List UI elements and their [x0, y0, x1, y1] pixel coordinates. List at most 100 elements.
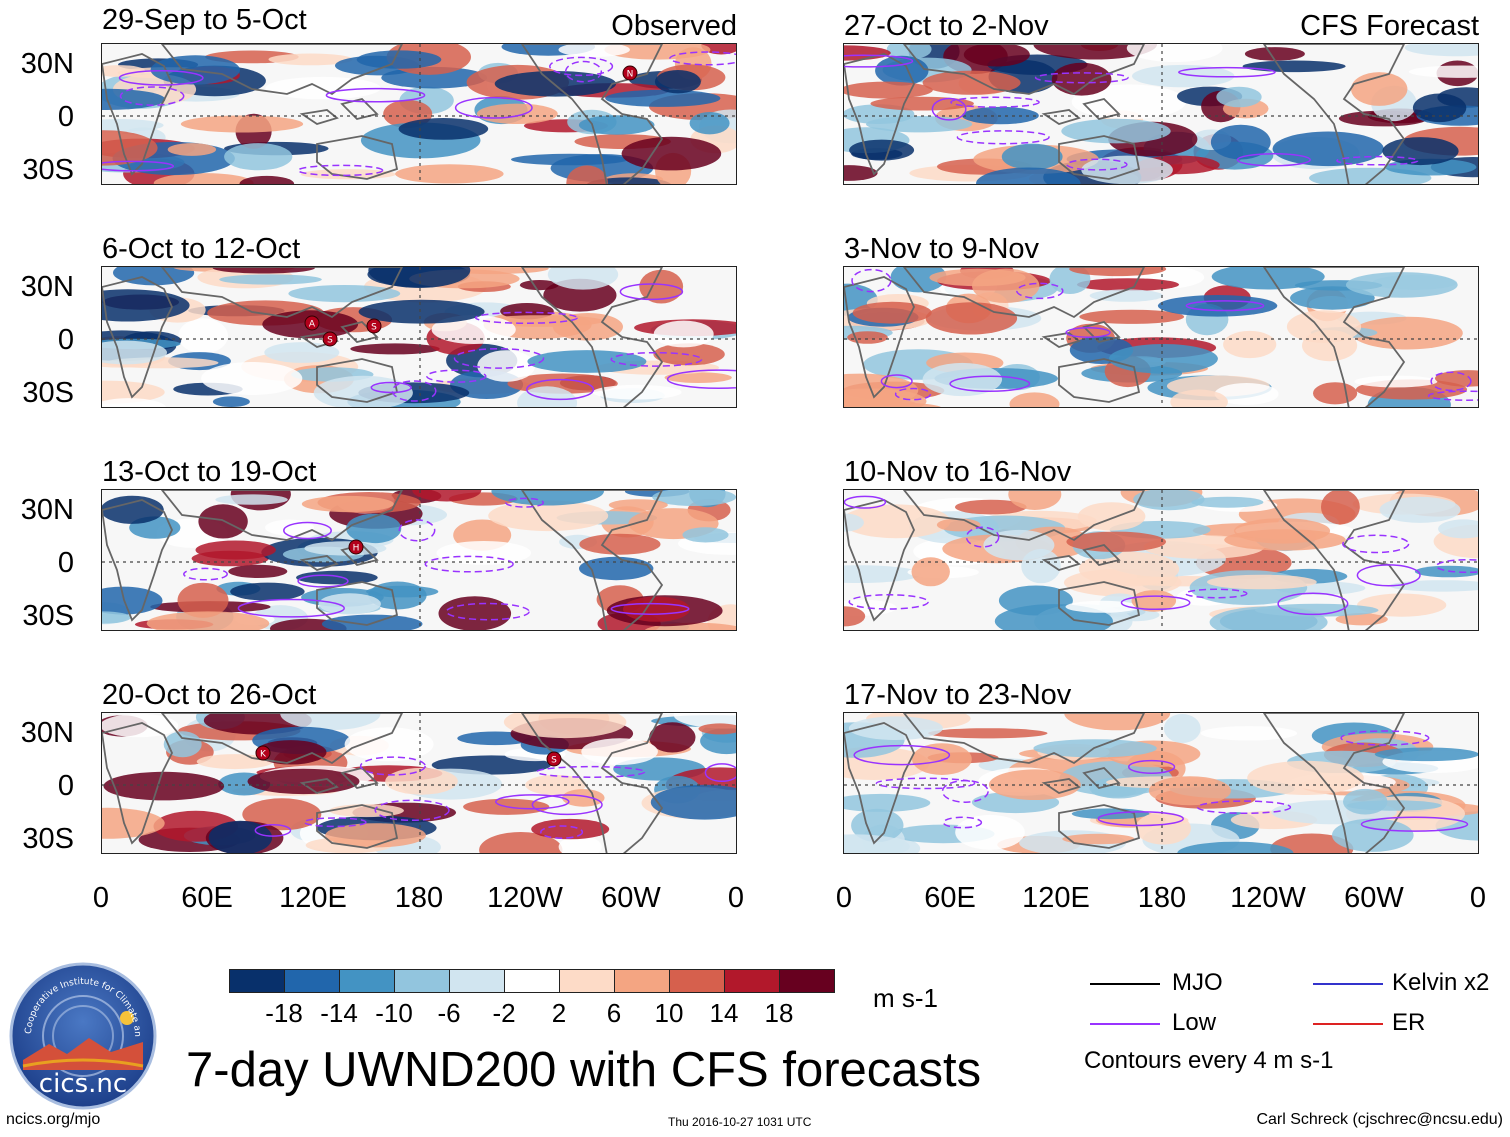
- low-contour: [297, 164, 384, 177]
- wind-anomaly-blob: [925, 302, 1018, 335]
- wind-anomaly-blob: [1049, 267, 1091, 294]
- coastline: [102, 276, 173, 399]
- wind-anomaly-blob: [476, 103, 558, 124]
- low-contour: [540, 825, 584, 839]
- wind-anomaly-blob: [1272, 131, 1384, 167]
- low-contour: [303, 817, 367, 828]
- low-contour: [1016, 282, 1064, 300]
- legend-label-mjo: MJO: [1172, 969, 1223, 996]
- low-contour: [454, 96, 533, 119]
- wind-anomaly-blob: [1351, 316, 1463, 350]
- storm-marker-label: N: [627, 70, 634, 80]
- low-contour: [374, 799, 450, 822]
- low-contour: [536, 765, 646, 778]
- wind-anomaly-blob: [491, 490, 604, 506]
- low-contour: [505, 497, 545, 508]
- low-contour: [1236, 153, 1311, 167]
- low-contour: [949, 375, 1031, 393]
- wind-anomaly-blob: [1321, 490, 1360, 525]
- low-contour: [297, 574, 349, 588]
- map-panel-forecast-4: [843, 712, 1479, 854]
- wind-anomaly-blob: [1354, 375, 1438, 388]
- wind-anomaly-blob: [1071, 84, 1186, 120]
- wind-anomaly-blob: [531, 818, 610, 840]
- wind-anomaly-blob: [1033, 44, 1157, 60]
- wind-anomaly-blob: [1379, 496, 1461, 523]
- map-field: H: [102, 490, 736, 630]
- wind-anomaly-blob: [321, 614, 423, 630]
- wind-anomaly-blob: [911, 557, 950, 587]
- lat-label: 0: [57, 770, 74, 802]
- wind-anomaly-blob: [1200, 726, 1298, 741]
- wind-anomaly-blob: [1009, 392, 1060, 407]
- wind-anomaly-blob: [1216, 86, 1262, 108]
- storm-marker-label: S: [551, 756, 557, 766]
- wind-anomaly-blob: [1177, 841, 1294, 853]
- lon-label: 0: [727, 882, 745, 914]
- colorbar-tick-label: 10: [654, 998, 684, 1028]
- cics-logo: Cooperative Institute for Climate and Sa…: [6, 955, 157, 1110]
- map-panel-forecast-1: [843, 43, 1479, 185]
- coastline: [1041, 767, 1121, 794]
- wind-anomaly-blob: [1290, 286, 1375, 310]
- storm-marker-label: A: [309, 320, 316, 330]
- wind-anomaly-blob: [1247, 760, 1364, 795]
- low-contour: [1185, 300, 1265, 312]
- wind-anomaly-blob: [928, 728, 1048, 739]
- map-panel-forecast-2: [843, 266, 1479, 408]
- wind-anomaly-blob: [578, 115, 655, 135]
- coastline: [902, 490, 1146, 542]
- low-contour: [956, 130, 1050, 145]
- map-field: [844, 267, 1478, 407]
- wind-anomaly-blob: [511, 153, 628, 166]
- wind-anomaly-blob: [1051, 62, 1112, 96]
- wind-anomaly-blob: [325, 823, 426, 848]
- low-contour: [118, 70, 204, 86]
- coastline: [902, 713, 1146, 765]
- wind-anomaly-blob: [649, 722, 696, 753]
- low-contour: [853, 744, 951, 766]
- wind-anomaly-blob: [280, 713, 381, 731]
- low-contour: [1120, 595, 1191, 611]
- low-contour: [1065, 327, 1111, 338]
- colorbar-swatch: [504, 969, 560, 993]
- lon-label: 120E: [1022, 882, 1090, 914]
- low-contour: [669, 51, 736, 66]
- footer-url: ncics.org/mjo: [6, 1111, 101, 1128]
- low-contour: [1178, 66, 1276, 78]
- coastline: [102, 722, 173, 845]
- wind-anomaly-blob: [177, 582, 229, 618]
- legend-line-low: [1090, 1023, 1160, 1025]
- low-contour: [941, 779, 989, 803]
- coastline: [1262, 44, 1406, 184]
- low-contour: [391, 380, 437, 402]
- lat-label: 30N: [20, 717, 74, 749]
- storm-marker: K: [255, 745, 271, 761]
- map-field: [844, 490, 1478, 630]
- wind-anomaly-blob: [1135, 812, 1191, 845]
- lon-label: 120E: [279, 882, 347, 914]
- coastline: [1262, 713, 1406, 853]
- wind-anomaly-blob: [230, 582, 305, 601]
- coastline: [520, 713, 664, 853]
- wind-anomaly-blob: [639, 269, 684, 304]
- wind-anomaly-blob: [1374, 747, 1478, 762]
- coastline: [316, 135, 399, 180]
- wind-anomaly-blob: [212, 267, 315, 274]
- map-field: [844, 713, 1478, 853]
- low-contour: [1336, 155, 1419, 166]
- wind-anomaly-blob: [1081, 155, 1173, 184]
- low-contour: [1277, 592, 1349, 616]
- wind-anomaly-blob: [844, 606, 866, 627]
- colorbar-tick-label: 18: [764, 998, 794, 1028]
- lon-label: 120W: [1230, 882, 1306, 914]
- colorbar-swatch: [339, 969, 395, 993]
- wind-anomaly-blob: [102, 398, 167, 407]
- wind-anomaly-blob: [296, 570, 378, 585]
- panel-title: 10-Nov to 16-Nov: [844, 456, 1072, 488]
- wind-anomaly-blob: [313, 375, 413, 407]
- wind-anomaly-blob: [163, 731, 202, 758]
- wind-anomaly-blob: [1214, 383, 1279, 405]
- coastline: [1058, 581, 1141, 626]
- coastline: [102, 53, 173, 176]
